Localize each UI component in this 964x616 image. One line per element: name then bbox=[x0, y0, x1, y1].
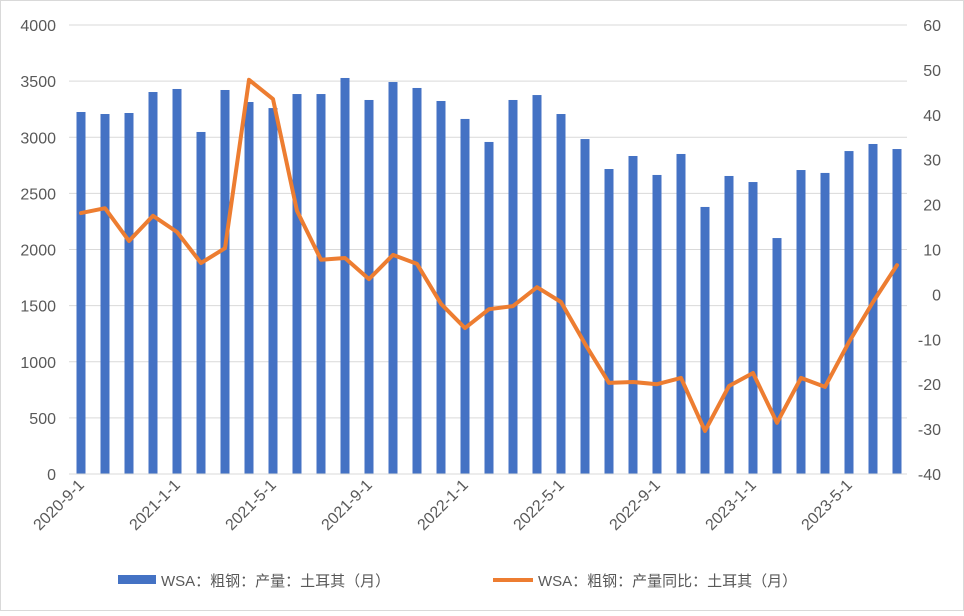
bar bbox=[124, 113, 134, 474]
bar bbox=[676, 153, 686, 474]
bar bbox=[892, 149, 902, 474]
left-y-tick-label: 4000 bbox=[20, 18, 56, 35]
left-y-tick-label: 2000 bbox=[20, 243, 56, 260]
bar bbox=[196, 131, 206, 474]
bar bbox=[820, 172, 830, 474]
left-y-tick-label: 1500 bbox=[20, 299, 56, 316]
legend: WSA：粗钢：产量：土耳其（月） WSA：粗钢：产量同比：土耳其（月） bbox=[118, 573, 797, 590]
bar bbox=[460, 118, 470, 474]
left-y-axis: 0 500 1000 1500 2000 2500 3000 3500 4000 bbox=[20, 18, 56, 484]
bar bbox=[316, 94, 326, 474]
right-y-tick-label: -40 bbox=[918, 467, 941, 484]
x-tick-label: 2021-9-1 bbox=[319, 477, 376, 534]
left-y-tick-label: 3500 bbox=[20, 74, 56, 91]
x-tick-label: 2020-9-1 bbox=[31, 477, 88, 534]
x-tick-label: 2022-1-1 bbox=[415, 477, 472, 534]
bar bbox=[340, 77, 350, 475]
bar bbox=[844, 151, 854, 474]
right-y-tick-label: 10 bbox=[923, 243, 941, 260]
bar bbox=[724, 175, 734, 474]
bar bbox=[652, 174, 662, 474]
bar bbox=[628, 155, 638, 475]
bar bbox=[172, 88, 182, 475]
legend-bar-swatch bbox=[118, 575, 156, 584]
bar bbox=[556, 114, 566, 474]
left-y-tick-label: 500 bbox=[29, 411, 56, 428]
line-series bbox=[79, 77, 899, 433]
bar bbox=[796, 170, 806, 475]
bar bbox=[244, 102, 254, 474]
bar bbox=[76, 111, 86, 475]
bar bbox=[100, 114, 110, 474]
right-y-tick-label: -10 bbox=[918, 332, 941, 349]
bar bbox=[532, 95, 542, 474]
legend-bar-label: WSA：粗钢：产量：土耳其（月） bbox=[161, 573, 390, 590]
right-y-tick-label: 60 bbox=[923, 18, 941, 35]
left-y-tick-label: 3000 bbox=[20, 130, 56, 147]
left-y-tick-label: 0 bbox=[47, 467, 56, 484]
right-y-tick-label: 40 bbox=[923, 108, 941, 125]
right-y-tick-label: 30 bbox=[923, 153, 941, 170]
legend-line-label: WSA：粗钢：产量同比：土耳其（月） bbox=[538, 573, 797, 590]
bar bbox=[580, 139, 590, 474]
left-y-tick-label: 2500 bbox=[20, 186, 56, 203]
right-y-axis: -40 -30 -20 -10 0 10 20 30 40 50 60 bbox=[918, 18, 941, 484]
left-y-tick-label: 1000 bbox=[20, 355, 56, 372]
bar bbox=[388, 82, 398, 474]
x-tick-label: 2021-1-1 bbox=[127, 477, 184, 534]
x-tick-label: 2022-9-1 bbox=[607, 477, 664, 534]
x-tick-label: 2023-5-1 bbox=[799, 477, 856, 534]
x-tick-label: 2023-1-1 bbox=[703, 477, 760, 534]
bar bbox=[364, 99, 374, 474]
bar bbox=[868, 143, 878, 475]
bar bbox=[748, 182, 758, 474]
bar bbox=[700, 206, 710, 474]
x-tick-label: 2021-5-1 bbox=[223, 477, 280, 534]
x-tick-label: 2022-5-1 bbox=[511, 477, 568, 534]
bar bbox=[508, 99, 518, 474]
right-y-tick-label: 0 bbox=[932, 287, 941, 304]
x-axis: 2020-9-1 2021-1-1 2021-5-1 2021-9-1 2022-1-1… bbox=[31, 477, 856, 534]
right-y-tick-label: 50 bbox=[923, 63, 941, 80]
bar bbox=[412, 87, 422, 474]
right-y-tick-label: -30 bbox=[918, 422, 941, 439]
bar bbox=[292, 94, 302, 474]
bar bbox=[268, 108, 278, 474]
bar bbox=[220, 89, 230, 475]
bar bbox=[772, 238, 782, 474]
bar bbox=[604, 169, 614, 474]
bar bbox=[436, 100, 446, 474]
right-y-tick-label: -20 bbox=[918, 377, 941, 394]
right-y-tick-label: 20 bbox=[923, 198, 941, 215]
bar bbox=[148, 92, 158, 475]
